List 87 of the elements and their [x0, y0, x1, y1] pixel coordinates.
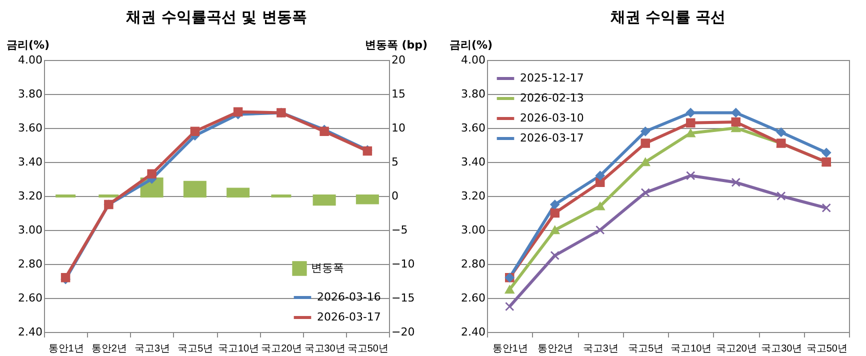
x-tick-label: 국고5년: [178, 344, 214, 354]
y2-tick-label: 10: [392, 122, 406, 134]
legend-label: 2026-03-16: [317, 290, 381, 304]
x-tick-label: 국고20년: [716, 344, 757, 354]
point: [640, 126, 650, 136]
x-tick-label: 통안1년: [492, 344, 528, 354]
point: [822, 148, 831, 158]
point: [596, 178, 605, 188]
point: [190, 126, 200, 136]
y-axis-title: 금리(%): [450, 38, 493, 52]
point: [596, 225, 605, 235]
legend-label: 2025-12-17: [520, 72, 584, 84]
point: [686, 118, 696, 128]
point: [505, 302, 514, 312]
point: [731, 117, 740, 127]
legend-label: 2026-03-17: [520, 132, 584, 144]
bar: [226, 188, 250, 198]
x-tick-label: 국고10년: [218, 344, 260, 354]
y2-tick-label: −20: [392, 326, 415, 338]
y2-tick-label: 0: [392, 190, 398, 202]
legend-label: 2026-03-10: [520, 112, 584, 124]
y-tick-label: 3.60: [18, 122, 42, 134]
x-tick-label: 국고30년: [761, 344, 802, 354]
x-tick-label: 국고30년: [304, 344, 346, 354]
y2-tick-label: 15: [392, 88, 406, 100]
x-tick-label: 통안2년: [538, 344, 574, 354]
point: [686, 170, 696, 180]
legend-label: 2026-03-17: [317, 310, 381, 324]
y-tick-label: 4.00: [461, 54, 486, 66]
point: [505, 285, 514, 294]
y-tick-label: 3.60: [461, 122, 486, 134]
bar: [356, 194, 379, 204]
point: [686, 108, 696, 118]
legend-label: 2026-02-13: [520, 92, 584, 104]
bar: [312, 194, 336, 206]
x-tick-label: 국고3년: [134, 344, 170, 354]
point: [640, 158, 650, 166]
y-tick-label: 2.60: [18, 292, 42, 304]
x-tick-label: 국고5년: [628, 344, 664, 354]
point: [731, 108, 740, 118]
point: [596, 202, 605, 210]
point: [640, 188, 650, 198]
x-tick-label: 국고3년: [582, 344, 618, 354]
point: [776, 191, 786, 201]
bar: [183, 180, 206, 198]
x-tick-label: 통안1년: [48, 344, 84, 354]
y2-tick-label: −10: [392, 258, 415, 270]
point: [233, 107, 243, 116]
y-tick-label: 3.20: [461, 190, 486, 202]
chart-title: 채권 수익률곡선 및 변동폭: [125, 8, 307, 26]
legend-label: 변동폭: [311, 262, 344, 274]
x-tick-label: 국고50년: [806, 344, 848, 354]
x-tick-label: 통안2년: [91, 344, 127, 354]
y-tick-label: 3.00: [18, 224, 42, 236]
y-tick-label: 2.40: [461, 326, 486, 338]
point: [147, 169, 156, 179]
y2-tick-label: 20: [392, 54, 406, 66]
y2-tick-label: −5: [392, 224, 408, 236]
point: [822, 203, 831, 213]
point: [550, 226, 560, 234]
point: [550, 200, 560, 210]
y2-tick-label: −15: [392, 292, 415, 304]
point: [686, 128, 696, 138]
point: [731, 178, 740, 188]
y-tick-label: 2.80: [18, 258, 42, 270]
y-tick-label: 3.80: [18, 88, 42, 100]
point: [776, 128, 786, 137]
point: [596, 170, 605, 180]
x-tick-label: 국고20년: [261, 344, 302, 354]
point: [550, 250, 560, 260]
x-tick-label: 국고50년: [347, 344, 388, 354]
point: [640, 138, 650, 148]
y-tick-label: 3.40: [461, 156, 486, 168]
y-tick-label: 2.80: [461, 258, 486, 270]
y-tick-label: 2.60: [461, 292, 486, 304]
y-tick-label: 3.40: [18, 156, 42, 168]
y-axis-title: 금리(%): [6, 38, 50, 52]
y2-axis-title: 변동폭 (bp): [364, 38, 428, 52]
x-tick-label: 국고10년: [670, 344, 712, 354]
y-tick-label: 3.00: [461, 224, 486, 236]
y-tick-label: 2.40: [18, 326, 42, 338]
point: [550, 208, 560, 218]
y-tick-label: 4.00: [18, 54, 42, 66]
y2-tick-label: 5: [392, 156, 398, 168]
y-tick-label: 3.20: [18, 190, 42, 202]
y-tick-label: 3.80: [461, 88, 486, 100]
chart-title: 채권 수익률 곡선: [609, 8, 726, 26]
